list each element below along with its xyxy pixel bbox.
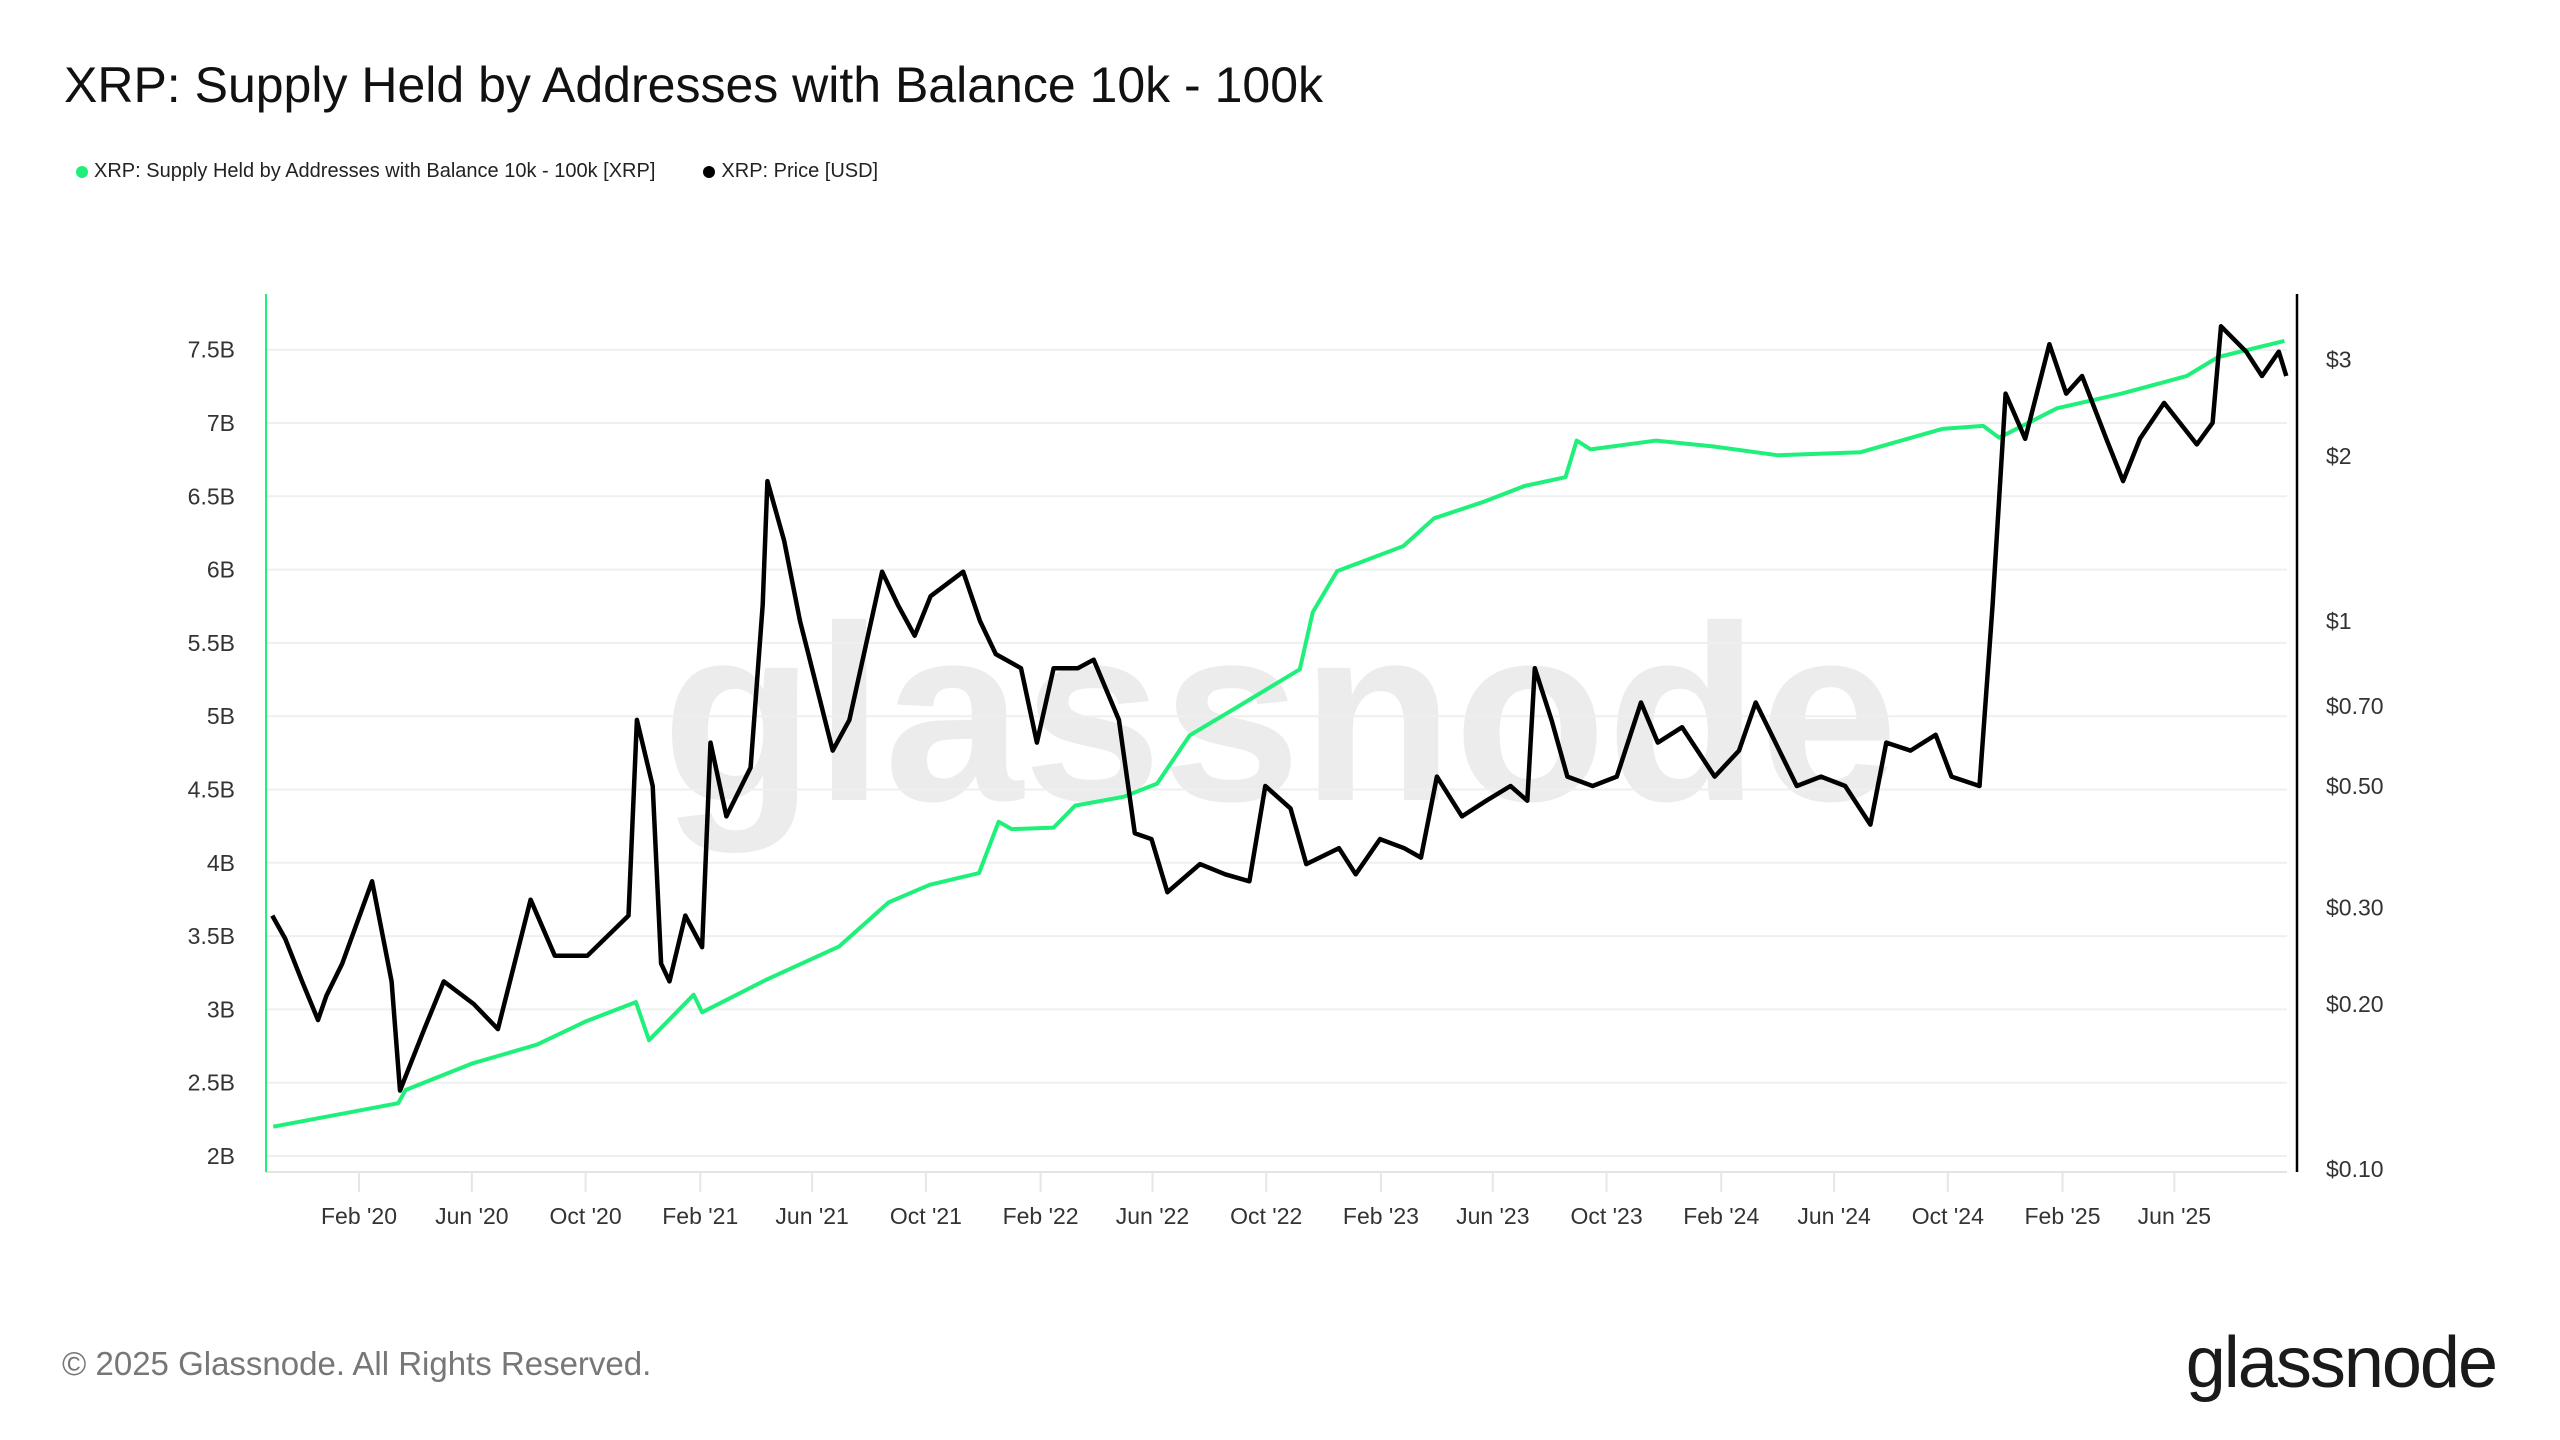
x-tick-label: Feb '23 [1343,1203,1419,1229]
x-tick-label: Oct '22 [1230,1203,1302,1229]
watermark: glassnode [662,574,1898,853]
y-left-tick-label: 5B [207,703,235,729]
legend-dot-icon [76,165,88,178]
legend-item-supply[interactable]: XRP: Supply Held by Addresses with Balan… [76,160,655,183]
y-right-tick-label: $0.70 [2326,693,2384,719]
glassnode-logo: glassnode [2185,1323,2498,1403]
x-tick-label: Feb '24 [1683,1203,1759,1229]
y-left-tick-label: 7.5B [188,337,235,363]
legend-label-price: XRP: Price [USD] [721,160,879,182]
x-tick-label: Feb '25 [2024,1203,2100,1229]
x-tick-label: Oct '20 [549,1203,621,1229]
y-right-tick-label: $2 [2326,443,2352,469]
x-tick-label: Jun '24 [1797,1203,1871,1229]
y-left-tick-label: 3B [207,996,235,1022]
x-tick-label: Feb '20 [321,1203,397,1229]
legend-dot-icon [703,165,716,178]
x-tick-label: Jun '23 [1456,1203,1529,1229]
x-tick-label: Oct '21 [890,1203,962,1229]
x-tick-label: Jun '25 [2138,1203,2211,1229]
y-left-tick-label: 2B [207,1143,235,1169]
legend-label-supply: XRP: Supply Held by Addresses with Balan… [94,160,656,182]
y-left-tick-label: 4B [207,850,235,876]
legend-item-price[interactable]: XRP: Price [USD] [703,160,878,183]
y-right-tick-label: $0.50 [2326,773,2384,799]
x-tick-label: Jun '21 [775,1203,848,1229]
y-left-tick-label: 7B [207,410,235,436]
y-right-tick-label: $1 [2326,608,2352,634]
y-left-tick-label: 4.5B [188,777,235,803]
y-right-tick-label: $3 [2326,347,2352,373]
y-right-tick-label: $0.30 [2326,895,2384,921]
x-tick-label: Jun '22 [1116,1203,1189,1229]
x-tick-label: Feb '21 [662,1203,738,1229]
y-left-tick-label: 5.5B [188,630,235,656]
x-tick-label: Oct '23 [1570,1203,1642,1229]
y-left-tick-label: 2.5B [188,1070,235,1096]
y-right-tick-label: $0.10 [2326,1156,2384,1182]
y-left-tick-label: 3.5B [188,923,235,949]
x-tick-label: Feb '22 [1003,1203,1079,1229]
y-left-tick-label: 6B [207,557,235,583]
copyright-text: © 2025 Glassnode. All Rights Reserved. [62,1345,652,1382]
y-right-tick-label: $0.20 [2326,991,2384,1017]
chart-title: XRP: Supply Held by Addresses with Balan… [64,57,1324,113]
x-tick-label: Oct '24 [1912,1203,1984,1229]
legend: XRP: Supply Held by Addresses with Balan… [76,160,878,183]
y-left-tick-label: 6.5B [188,483,235,509]
x-tick-label: Jun '20 [435,1203,508,1229]
